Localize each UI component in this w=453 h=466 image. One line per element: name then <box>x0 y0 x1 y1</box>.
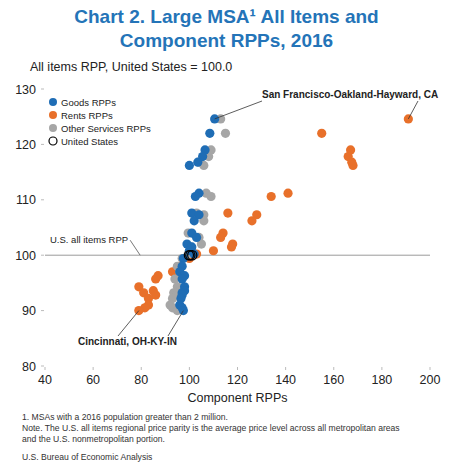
title: Component RPPs, 2016 <box>120 30 333 51</box>
point <box>317 129 326 138</box>
x-tick-label: 120 <box>227 373 248 387</box>
x-tick <box>381 367 382 370</box>
point <box>247 216 256 225</box>
legend-label: Other Services RPPs <box>61 123 151 134</box>
point <box>192 233 201 242</box>
point <box>216 233 225 242</box>
point <box>193 158 202 167</box>
reference-line <box>45 255 430 256</box>
y-tick-label: 80 <box>22 360 36 374</box>
source: U.S. Bureau of Economic Analysis <box>22 452 152 462</box>
x-tick-label: 200 <box>420 373 441 387</box>
y-tick-label: 110 <box>16 193 36 207</box>
x-tick <box>237 367 238 370</box>
x-tick-label: 60 <box>86 373 100 387</box>
point <box>188 251 197 260</box>
x-axis-label: Component RPPs <box>187 391 287 405</box>
point <box>223 208 232 217</box>
note: and the U.S. nonmetropolitan portion. <box>22 434 165 444</box>
title: Chart 2. Large MSA¹ All Items and <box>74 6 378 27</box>
x-tick-label: 180 <box>371 373 392 387</box>
point <box>178 274 187 283</box>
legend-swatch <box>49 124 57 132</box>
note: 1. MSAs with a 2016 population greater t… <box>22 412 228 422</box>
point <box>221 129 230 138</box>
legend-label: United States <box>61 136 118 147</box>
x-tick-label: 40 <box>38 373 52 387</box>
reference-leader <box>130 240 140 255</box>
x-tick <box>45 367 46 370</box>
x-tick <box>430 367 431 370</box>
y-tick <box>41 144 44 145</box>
y-tick <box>41 310 44 311</box>
point <box>267 192 276 201</box>
annotation: San Francisco-Oakland-Hayward, CA <box>262 89 438 100</box>
point <box>205 129 214 138</box>
point <box>227 242 236 251</box>
legend-label: Rents RPPs <box>61 110 113 121</box>
y-tick-label: 130 <box>15 83 36 97</box>
x-tick <box>141 367 142 370</box>
x-tick <box>333 367 334 370</box>
annotation-leader <box>118 311 139 336</box>
annotation-leader <box>168 311 183 336</box>
x-tick-label: 100 <box>179 373 200 387</box>
point <box>283 189 292 198</box>
y-tick <box>41 366 44 367</box>
annotation-leader <box>215 101 262 119</box>
legend-swatch <box>49 98 57 106</box>
x-tick-label: 80 <box>134 373 148 387</box>
reference-label: U.S. all items RPP <box>50 234 128 245</box>
y-axis-label: All items RPP, United States = 100.0 <box>30 60 232 74</box>
legend-swatch <box>49 137 57 145</box>
y-tick <box>41 89 44 90</box>
x-tick-label: 160 <box>323 373 344 387</box>
x-tick <box>93 367 94 370</box>
point <box>151 274 160 283</box>
point <box>206 192 215 201</box>
point <box>185 161 194 170</box>
y-tick-label: 90 <box>22 304 36 318</box>
point <box>191 192 200 201</box>
chart: Chart 2. Large MSA¹ All Items and Compone… <box>0 0 453 466</box>
x-tick-label: 140 <box>275 373 296 387</box>
annotation-leader <box>408 101 418 119</box>
y-tick <box>41 255 44 256</box>
point <box>348 161 357 170</box>
y-tick-label: 120 <box>15 138 36 152</box>
note: Note. The U.S. all items regional price … <box>22 423 400 433</box>
legend-swatch <box>49 111 57 119</box>
y-tick-label: 100 <box>15 249 36 263</box>
legend-label: Goods RPPs <box>61 97 116 108</box>
x-tick <box>285 367 286 370</box>
annotation: Cincinnati, OH-KY-IN <box>78 336 177 347</box>
point <box>209 246 218 255</box>
y-tick <box>41 199 44 200</box>
x-tick <box>189 367 190 370</box>
point <box>190 216 199 225</box>
